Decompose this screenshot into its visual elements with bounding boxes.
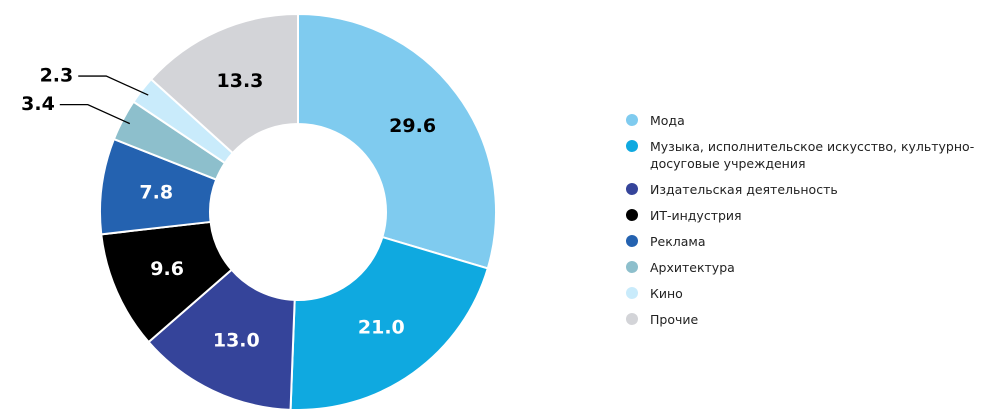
value-label: 13.0 — [213, 330, 260, 352]
value-label: 21.0 — [358, 317, 405, 339]
chart: 29.6 21.0 13.0 9.6 7.8 3.4 2.3 13.3 — [21, 12, 497, 409]
legend-swatch — [626, 114, 638, 126]
legend-item: Прочие — [626, 311, 1006, 328]
legend-label: ИТ-индустрия — [650, 208, 742, 223]
legend-item: Кино — [626, 285, 1006, 302]
legend-swatch — [626, 183, 638, 195]
legend-swatch — [626, 313, 638, 325]
legend-item: Мода — [626, 112, 1006, 129]
slice — [297, 12, 497, 270]
value-label: 2.3 — [40, 65, 74, 87]
value-label: 7.8 — [139, 182, 173, 204]
legend-item: ИТ-индустрия — [626, 207, 1006, 224]
value-label: 29.6 — [389, 115, 436, 137]
leader-line — [59, 103, 131, 125]
legend-label: Музыка, исполнительское искусство, культ… — [650, 139, 975, 171]
legend-swatch — [626, 287, 638, 299]
value-label: 9.6 — [150, 258, 184, 280]
legend-label: Прочие — [650, 312, 699, 327]
slice — [149, 12, 299, 155]
slice — [289, 235, 490, 409]
legend: Мода Музыка, исполнительское искусство, к… — [626, 112, 1006, 337]
legend-label: Мода — [650, 113, 685, 128]
value-label: 13.3 — [217, 70, 264, 92]
legend-item: Реклама — [626, 233, 1006, 250]
legend-swatch — [626, 235, 638, 247]
legend-label: Архитектура — [650, 260, 735, 275]
legend-swatch — [626, 140, 638, 152]
legend-label: Издательская деятельность — [650, 182, 838, 197]
legend-item: Музыка, исполнительское искусство, культ… — [626, 138, 1006, 172]
legend-item: Издательская деятельность — [626, 181, 1006, 198]
legend-item: Архитектура — [626, 259, 1006, 276]
legend-label: Кино — [650, 286, 683, 301]
legend-swatch — [626, 261, 638, 273]
legend-label: Реклама — [650, 234, 706, 249]
value-label: 3.4 — [21, 93, 55, 115]
leader-line — [78, 75, 149, 96]
legend-swatch — [626, 209, 638, 221]
